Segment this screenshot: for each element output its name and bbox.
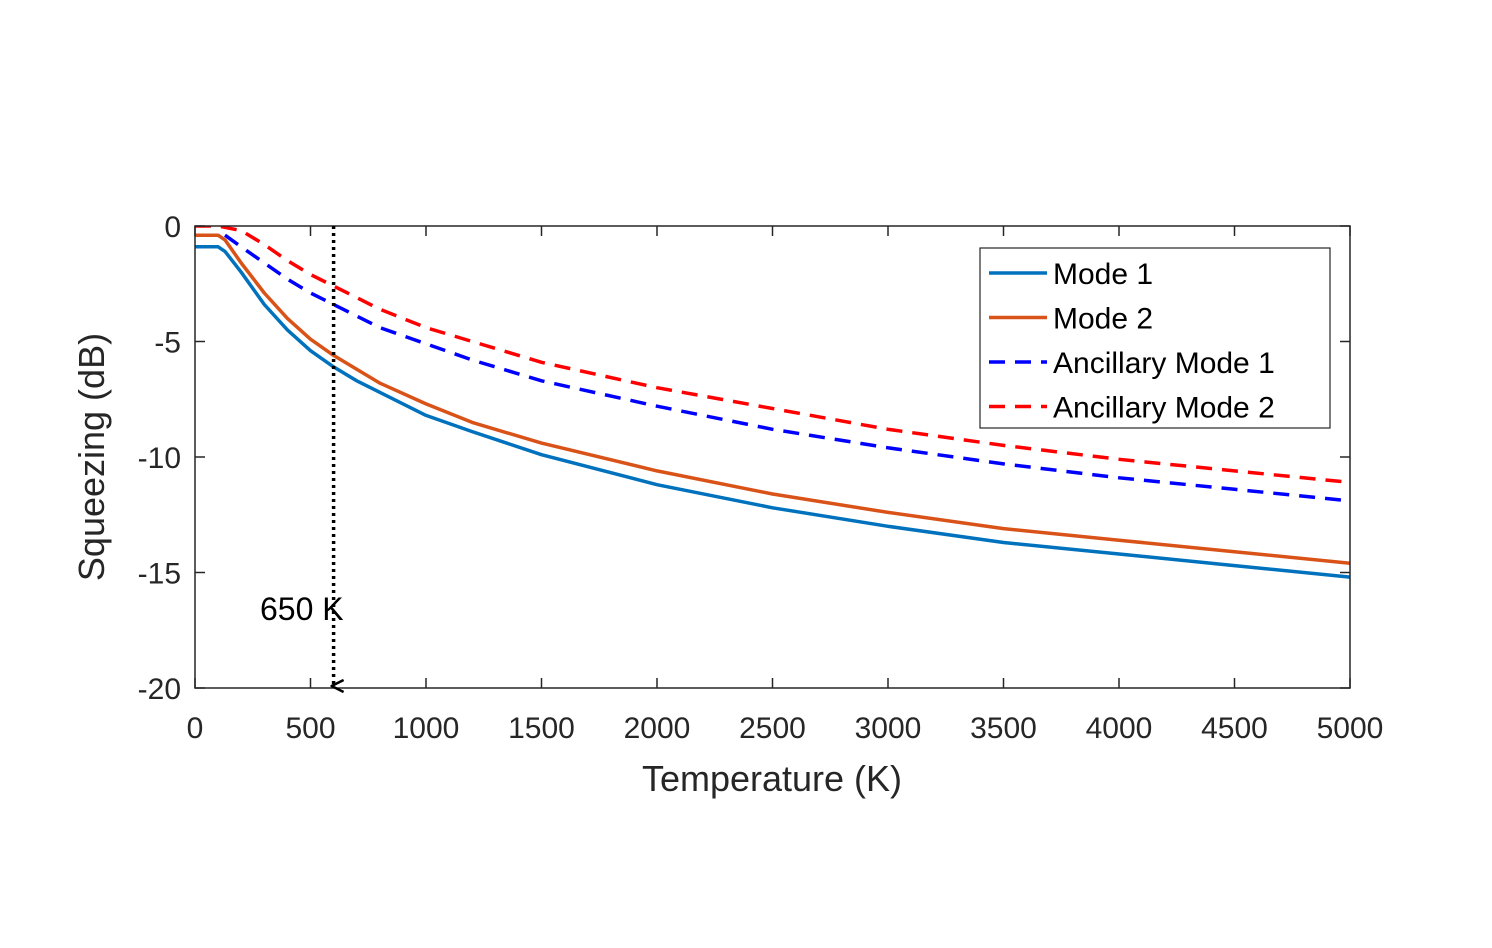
x-tick-label: 4000 (1086, 712, 1153, 745)
y-tick-label: -10 (138, 442, 181, 475)
x-tick-label: 5000 (1317, 712, 1384, 745)
legend-box (979, 247, 1331, 429)
legend-label-1: Mode 1 (1053, 258, 1153, 291)
y-axis-title: Squeezing (dB) (71, 333, 112, 581)
x-tick-label: 3500 (970, 712, 1037, 745)
series-line-3 (223, 233, 1350, 503)
x-axis-title: Temperature (K) (642, 758, 902, 799)
series-line-1 (195, 245, 1350, 579)
x-tick-label: 500 (285, 712, 335, 745)
legend: Mode 1 Mode 2 Ancillary Mode 1 Ancillary Mo… (979, 247, 1331, 429)
x-axis-ticks: 0 500 1000 1500 2000 2500 3000 3500 4000 4500 5000 (187, 226, 1384, 745)
legend-label-2: Mode 2 (1053, 303, 1153, 336)
annotation-label: 650 K (260, 591, 344, 627)
y-tick-label: -20 (138, 673, 181, 706)
x-tick-label: 2000 (624, 712, 691, 745)
series-layer (195, 226, 1350, 579)
x-tick-label: 2500 (739, 712, 806, 745)
y-tick-label: -5 (154, 327, 181, 360)
x-tick-label: 3000 (855, 712, 922, 745)
x-tick-label: 4500 (1201, 712, 1268, 745)
x-tick-label: 0 (187, 712, 204, 745)
y-tick-label: -15 (138, 558, 181, 591)
legend-label-3: Ancillary Mode 1 (1053, 347, 1275, 380)
y-axis-ticks: 0 -5 -10 -15 -20 (138, 211, 1350, 706)
y-tick-label: 0 (164, 211, 181, 244)
x-tick-label: 1500 (508, 712, 575, 745)
legend-label-4: Ancillary Mode 2 (1053, 392, 1275, 425)
series-line-2 (195, 233, 1350, 566)
series-line-4 (195, 226, 1350, 485)
x-tick-label: 1000 (393, 712, 460, 745)
